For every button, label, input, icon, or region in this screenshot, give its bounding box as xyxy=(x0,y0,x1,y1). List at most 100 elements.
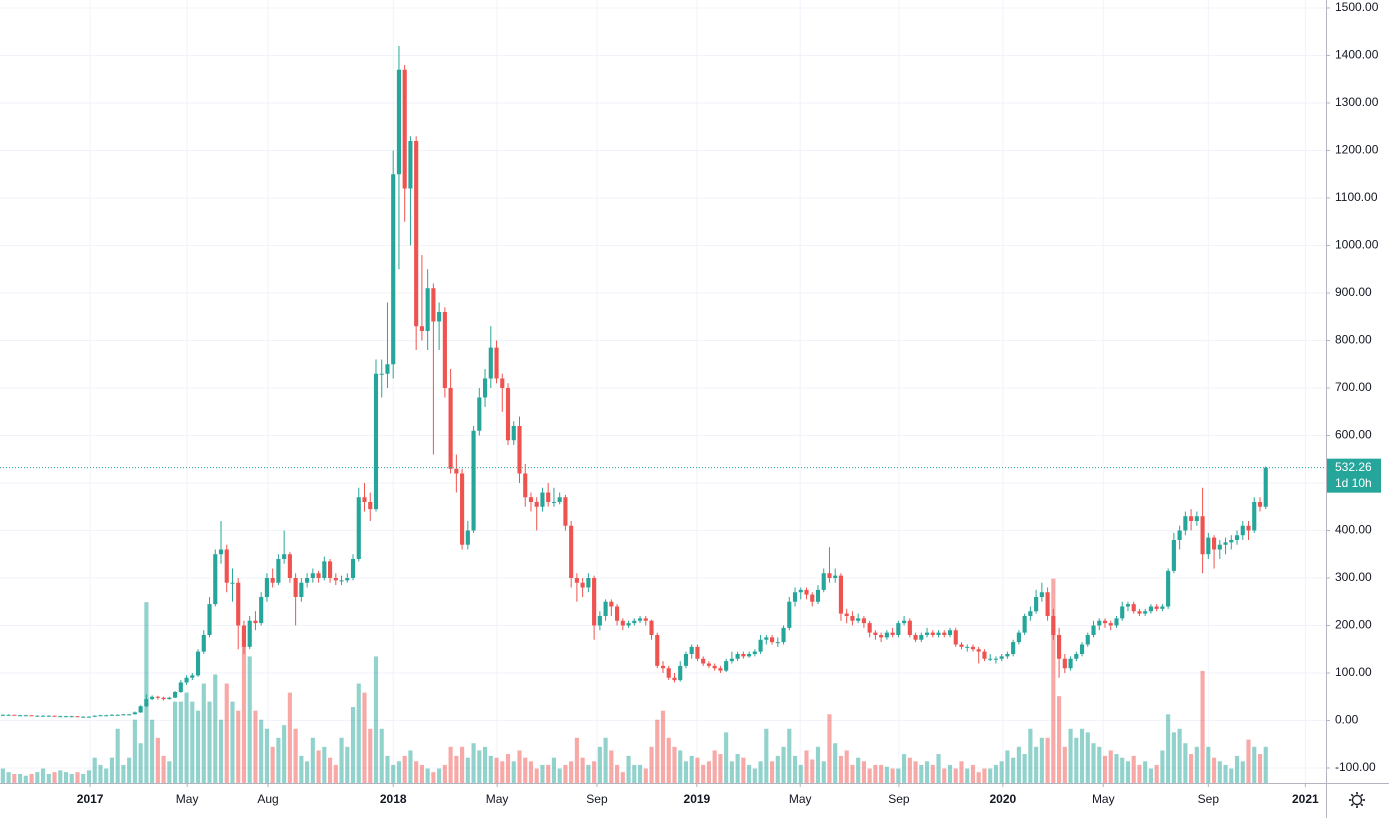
volume-bar xyxy=(488,755,493,783)
volume-bar xyxy=(1234,755,1240,783)
volume-bar xyxy=(919,764,924,783)
candle-body xyxy=(350,558,356,578)
candle-body xyxy=(442,311,447,388)
x-tick-label: May xyxy=(789,792,812,806)
volume-bar xyxy=(551,757,557,783)
volume-bar xyxy=(718,754,723,783)
volume-bar xyxy=(213,674,218,783)
candle-body xyxy=(6,714,11,716)
y-tick-label: 1200.00 xyxy=(1335,143,1379,157)
candle-body xyxy=(982,651,987,659)
candle-body xyxy=(896,623,901,635)
volume-bar xyxy=(299,755,304,783)
candle-body xyxy=(586,577,591,588)
volume-bar xyxy=(620,772,625,783)
candle-body xyxy=(724,661,729,671)
x-tick-label: 2019 xyxy=(684,792,711,806)
candle-body xyxy=(173,691,178,698)
y-tick-label: 800.00 xyxy=(1335,333,1372,347)
volume-bar xyxy=(1177,728,1182,783)
candle-body xyxy=(138,706,143,713)
volume-bar xyxy=(63,772,69,783)
volume-bar xyxy=(431,772,436,783)
volume-bar xyxy=(988,768,993,783)
volume-bar xyxy=(810,759,815,783)
volume-bar xyxy=(1154,764,1159,783)
candle-body xyxy=(1125,604,1131,607)
candle-body xyxy=(729,658,734,662)
volume-bar xyxy=(333,764,338,783)
volume-bar xyxy=(1194,746,1199,783)
candle-body xyxy=(299,582,304,597)
volume-bar xyxy=(838,755,844,783)
candle-body xyxy=(1028,611,1033,616)
candle-body xyxy=(1246,525,1251,531)
volume-bar xyxy=(689,755,694,783)
candle-body xyxy=(127,714,132,716)
volume-bar xyxy=(184,692,189,783)
volume-bar xyxy=(563,764,568,783)
volume-bar xyxy=(40,768,46,783)
candle-body xyxy=(735,653,740,659)
volume-bar xyxy=(569,761,574,783)
candle-body xyxy=(844,613,849,616)
candle-body xyxy=(230,582,235,584)
candle-body xyxy=(827,573,832,578)
candle-body xyxy=(546,492,551,502)
volume-bar xyxy=(632,764,637,783)
volume-bar xyxy=(597,746,602,783)
candle-body xyxy=(18,715,23,717)
volume-bar xyxy=(592,761,597,783)
candle-body xyxy=(856,618,861,621)
candle-body xyxy=(58,716,63,718)
x-tick-label: Sep xyxy=(1198,792,1220,806)
candle-body xyxy=(1039,592,1044,597)
volume-bar xyxy=(959,761,964,783)
candle-body xyxy=(758,639,763,652)
volume-bar xyxy=(649,746,654,783)
volume-bar xyxy=(46,773,51,783)
volume-bar xyxy=(747,764,752,783)
candle-body xyxy=(833,575,838,578)
candle-body xyxy=(1068,658,1073,669)
candle-body xyxy=(391,174,396,365)
candle-body xyxy=(482,378,488,398)
x-tick-label: May xyxy=(486,792,509,806)
volume-bar xyxy=(850,764,855,783)
volume-bar xyxy=(6,772,11,783)
volume-bar xyxy=(1120,757,1125,783)
candle-body xyxy=(913,634,918,640)
candle-body xyxy=(190,675,195,678)
y-tick-label: 1000.00 xyxy=(1335,238,1379,252)
y-tick-label: 900.00 xyxy=(1335,285,1372,299)
candle-body xyxy=(29,715,34,717)
candle-body xyxy=(873,632,878,635)
settings-icon[interactable] xyxy=(1349,792,1365,808)
candle-body xyxy=(683,653,689,666)
volume-bar xyxy=(1166,714,1171,783)
volume-bar xyxy=(402,755,407,783)
volume-bar xyxy=(792,755,798,783)
volume-bar xyxy=(970,764,976,783)
volume-bar xyxy=(345,746,350,783)
volume-bar xyxy=(144,602,149,783)
volume-bar xyxy=(775,755,780,783)
candle-body xyxy=(936,632,941,635)
candle-body xyxy=(161,697,166,700)
candle-body xyxy=(276,558,281,583)
candle-body xyxy=(327,561,333,578)
candle-body xyxy=(1016,632,1021,643)
candle-body xyxy=(678,665,683,681)
candle-body xyxy=(551,501,557,503)
volume-bar xyxy=(322,746,327,783)
candle-body xyxy=(1171,539,1176,571)
candle-body xyxy=(666,668,671,678)
candle-body xyxy=(660,665,666,669)
volume-bar xyxy=(1085,732,1090,783)
volume-bar xyxy=(879,764,884,783)
candle-body xyxy=(63,716,69,718)
volume-bar xyxy=(764,728,769,783)
volume-bar xyxy=(121,764,126,783)
candle-body xyxy=(69,716,74,718)
candle-body xyxy=(23,715,28,717)
